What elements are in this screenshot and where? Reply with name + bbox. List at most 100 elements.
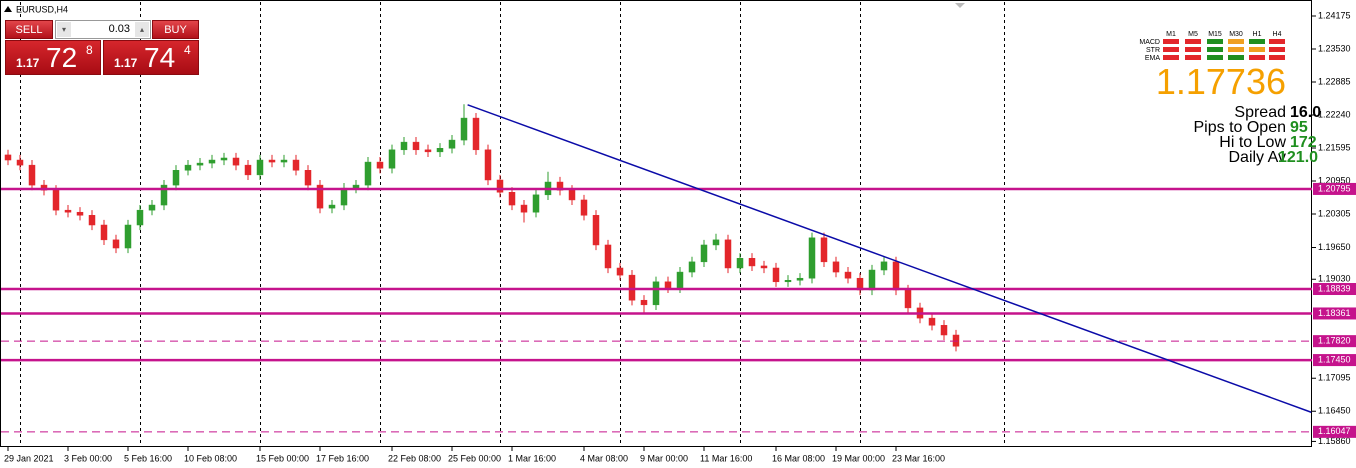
signal-cell bbox=[1207, 47, 1223, 52]
candle-body bbox=[736, 258, 744, 269]
candle-body bbox=[472, 117, 480, 151]
buy-price-pips: 74 bbox=[144, 42, 176, 73]
lot-increase[interactable]: ▴ bbox=[135, 22, 149, 37]
x-tick-label: 22 Feb 08:00 bbox=[388, 453, 441, 463]
sell-price[interactable]: 1.17 72 8 bbox=[5, 40, 101, 75]
buy-price[interactable]: 1.17 74 4 bbox=[103, 40, 199, 75]
candle-body bbox=[880, 261, 888, 271]
y-tick-label: 1.24175 bbox=[1318, 10, 1351, 20]
buy-button[interactable]: BUY bbox=[152, 20, 199, 39]
price-level-label: 1.18839 bbox=[1318, 283, 1351, 293]
signal-cell bbox=[1249, 39, 1265, 44]
collapse-icon[interactable] bbox=[4, 6, 12, 12]
candle-body bbox=[148, 204, 156, 211]
lot-decrease[interactable]: ▾ bbox=[57, 22, 71, 37]
trendline bbox=[467, 104, 1312, 413]
y-tick-label: 1.20950 bbox=[1318, 175, 1351, 185]
candle-body bbox=[700, 244, 708, 263]
timeframe-label: M5 bbox=[1188, 31, 1198, 38]
x-tick-label: 23 Mar 16:00 bbox=[892, 453, 945, 463]
stat-value: 16.0 bbox=[1290, 104, 1322, 121]
candle-body bbox=[796, 277, 804, 281]
candle-body bbox=[4, 154, 12, 161]
price-level-label: 1.18361 bbox=[1318, 308, 1351, 318]
candle-body bbox=[616, 267, 624, 276]
price-level-tag bbox=[1313, 182, 1356, 195]
candle-body bbox=[604, 244, 612, 269]
candle-body bbox=[652, 281, 660, 306]
price-level-tag bbox=[1313, 354, 1356, 367]
candle-body bbox=[304, 170, 312, 186]
candle-body bbox=[412, 141, 420, 151]
lot-size[interactable]: 0.03 bbox=[108, 23, 130, 35]
candle-body bbox=[892, 261, 900, 291]
sell-button[interactable]: SELL bbox=[5, 20, 53, 39]
price-level-label: 1.17450 bbox=[1318, 354, 1351, 364]
candle-body bbox=[136, 209, 144, 226]
sell-price-fraction: 8 bbox=[86, 43, 93, 57]
price-level-tag bbox=[1313, 425, 1356, 438]
candle-body bbox=[772, 267, 780, 283]
candle-body bbox=[760, 265, 768, 269]
signal-name: EMA bbox=[1145, 55, 1161, 62]
y-tick-label: 1.15860 bbox=[1318, 436, 1351, 446]
candle-body bbox=[196, 162, 204, 166]
candle-body bbox=[832, 261, 840, 273]
y-tick-label: 1.20305 bbox=[1318, 208, 1351, 218]
candle-body bbox=[244, 164, 252, 176]
timeframe-label: H1 bbox=[1253, 31, 1262, 38]
sell-price-prefix: 1.17 bbox=[16, 56, 40, 70]
candle-body bbox=[160, 184, 168, 206]
buy-price-fraction: 4 bbox=[184, 43, 191, 57]
y-tick-label: 1.21595 bbox=[1318, 142, 1351, 152]
y-tick-label: 1.19030 bbox=[1318, 274, 1351, 284]
candle-body bbox=[328, 204, 336, 209]
candle-body bbox=[292, 159, 300, 171]
signal-cell bbox=[1228, 47, 1244, 52]
candle-body bbox=[580, 199, 588, 216]
candle-body bbox=[628, 274, 636, 301]
candle-body bbox=[844, 271, 852, 279]
price-level-tag bbox=[1313, 307, 1356, 320]
signal-cell bbox=[1185, 55, 1201, 60]
candle-body bbox=[76, 211, 84, 216]
y-tick-label: 1.22240 bbox=[1318, 109, 1351, 119]
candle-body bbox=[724, 239, 732, 269]
candle-body bbox=[364, 161, 372, 186]
stat-value: 121.0 bbox=[1278, 149, 1319, 166]
x-tick-label: 5 Feb 16:00 bbox=[124, 453, 172, 463]
signal-cell bbox=[1207, 39, 1223, 44]
y-tick-label: 1.23530 bbox=[1318, 43, 1351, 53]
signal-cell bbox=[1228, 55, 1244, 60]
x-tick-label: 29 Jan 2021 bbox=[4, 453, 54, 463]
candle-body bbox=[40, 184, 48, 191]
y-tick-label: 1.16450 bbox=[1318, 406, 1351, 416]
signal-cell bbox=[1249, 55, 1265, 60]
candle-body bbox=[88, 215, 96, 226]
stat-row: Daily Av 121.0 bbox=[1228, 149, 1318, 167]
candle-body bbox=[280, 159, 288, 163]
price-level-tag bbox=[1313, 335, 1356, 348]
candle-body bbox=[532, 194, 540, 213]
shift-marker bbox=[955, 3, 965, 8]
candle-body bbox=[592, 215, 600, 246]
signal-cell bbox=[1269, 55, 1285, 60]
signal-cell bbox=[1163, 55, 1179, 60]
candle-body bbox=[640, 299, 648, 306]
candle-body bbox=[520, 204, 528, 213]
price-level-label: 1.20795 bbox=[1318, 183, 1351, 193]
candle-body bbox=[952, 334, 960, 347]
current-price: 1.17736 bbox=[1155, 61, 1286, 102]
x-tick-label: 1 Mar 16:00 bbox=[508, 453, 556, 463]
signal-cell bbox=[1269, 47, 1285, 52]
candle-body bbox=[112, 239, 120, 249]
timeframe-label: H4 bbox=[1273, 31, 1282, 38]
stat-label: Spread bbox=[1234, 104, 1286, 121]
signal-cell bbox=[1228, 39, 1244, 44]
candle-body bbox=[712, 239, 720, 246]
candle-body bbox=[316, 184, 324, 209]
signal-name: MACD bbox=[1139, 39, 1160, 46]
lot-spinner: ▾ 0.03 ▴ bbox=[55, 20, 151, 39]
buy-price-prefix: 1.17 bbox=[114, 56, 138, 70]
